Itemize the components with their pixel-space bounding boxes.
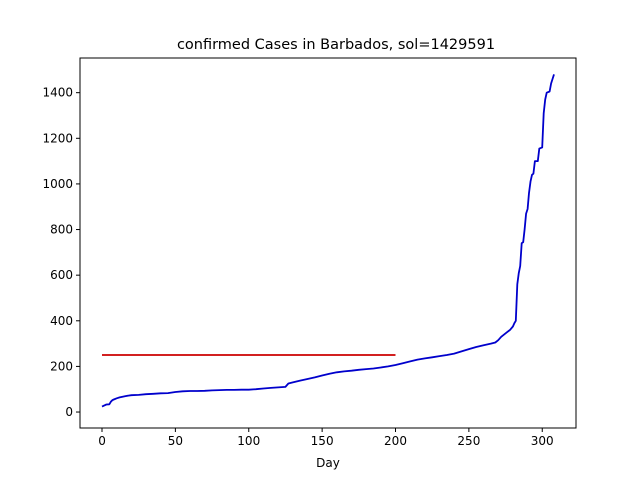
x-tick-label: 250 (457, 434, 480, 448)
y-tick-label: 0 (65, 405, 73, 419)
x-tick-label: 100 (237, 434, 260, 448)
y-tick-label: 200 (50, 359, 73, 373)
y-tick-label: 1400 (42, 86, 73, 100)
x-tick-label: 300 (531, 434, 554, 448)
y-tick-label: 1200 (42, 131, 73, 145)
x-tick-label: 50 (168, 434, 183, 448)
x-axis-label: Day (316, 456, 340, 470)
y-tick-label: 1000 (42, 177, 73, 191)
x-axis: 0 50 100 150 200 250 300 (98, 428, 554, 448)
plot-area-frame (79, 57, 577, 429)
series-group (101, 74, 555, 408)
y-tick-label: 400 (50, 314, 73, 328)
y-tick-label: 600 (50, 268, 73, 282)
y-axis: 0 200 400 600 800 1000 1200 1400 (42, 86, 80, 419)
y-tick-label: 800 (50, 223, 73, 237)
x-tick-label: 200 (384, 434, 407, 448)
x-tick-label: 150 (311, 434, 334, 448)
chart-title: confirmed Cases in Barbados, sol=1429591 (177, 37, 495, 53)
series-line-0 (101, 74, 555, 408)
x-tick-label: 0 (98, 434, 106, 448)
